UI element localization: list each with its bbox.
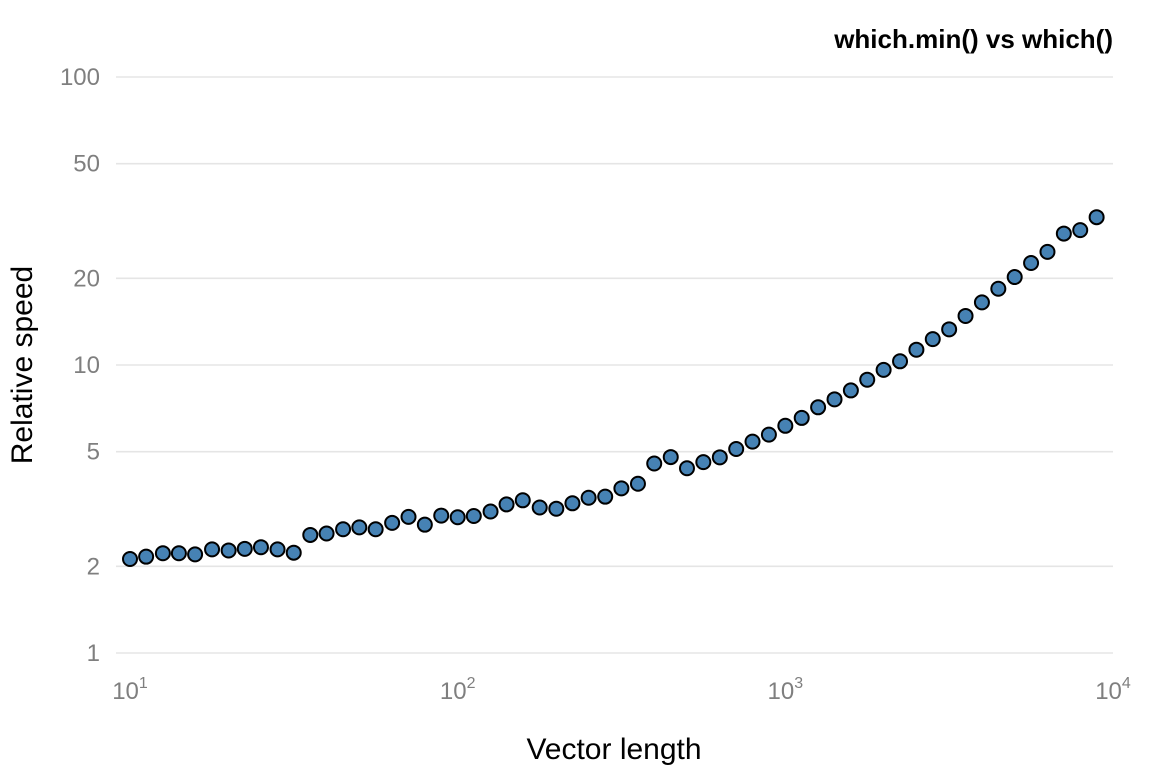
- data-point-17: [400, 508, 417, 525]
- data-point-11: [302, 526, 319, 543]
- y-tick-label-4: 20: [73, 265, 100, 292]
- data-point-13: [335, 521, 352, 538]
- data-point-37: [728, 440, 745, 457]
- data-point-18: [416, 516, 433, 533]
- data-point-25: [531, 499, 548, 516]
- data-point-23: [498, 496, 515, 513]
- data-point-39: [760, 426, 777, 443]
- data-point-0: [122, 551, 138, 568]
- data-point-51: [957, 307, 974, 324]
- data-point-21: [465, 508, 482, 525]
- data-point-24: [514, 492, 531, 509]
- data-points: [122, 209, 1105, 568]
- data-point-19: [433, 507, 450, 524]
- data-point-47: [892, 353, 909, 370]
- data-point-54: [1006, 269, 1023, 286]
- y-tick-label-5: 50: [73, 151, 100, 178]
- data-point-52: [973, 294, 990, 311]
- data-point-3: [170, 545, 187, 562]
- data-point-38: [744, 433, 761, 450]
- data-point-49: [924, 331, 941, 348]
- data-point-4: [187, 546, 204, 563]
- data-point-44: [842, 382, 859, 399]
- data-point-55: [1023, 255, 1040, 272]
- data-point-53: [990, 280, 1007, 297]
- y-axis-title: Relative speed: [6, 266, 39, 464]
- data-point-6: [220, 542, 237, 559]
- x-tick-label-2: 103: [768, 675, 804, 705]
- data-point-7: [236, 540, 253, 557]
- data-point-10: [285, 544, 302, 561]
- y-tick-label-6: 100: [60, 64, 100, 91]
- data-point-22: [482, 503, 499, 520]
- data-point-48: [908, 341, 925, 358]
- data-point-33: [662, 449, 679, 466]
- data-point-30: [613, 480, 630, 497]
- x-axis-title: Vector length: [526, 733, 701, 766]
- grid-lines: [116, 76, 1113, 654]
- y-tick-label-3: 10: [73, 352, 100, 379]
- data-point-9: [269, 541, 286, 558]
- data-point-34: [678, 460, 695, 477]
- data-point-26: [548, 500, 565, 517]
- data-point-59: [1088, 209, 1105, 226]
- chart-title: which.min() vs which(): [833, 24, 1113, 54]
- y-tick-label-1: 2: [87, 553, 100, 580]
- data-point-46: [875, 361, 892, 378]
- data-point-27: [564, 495, 581, 512]
- data-point-1: [138, 548, 155, 565]
- x-axis-ticks: 101 102 103 104: [112, 675, 1131, 705]
- data-point-29: [597, 488, 614, 505]
- data-point-32: [646, 455, 663, 472]
- data-point-31: [629, 475, 646, 492]
- data-point-57: [1055, 225, 1072, 242]
- data-point-58: [1072, 222, 1089, 239]
- data-point-2: [154, 545, 171, 562]
- data-point-5: [204, 541, 221, 558]
- data-point-14: [351, 519, 368, 536]
- data-point-28: [580, 489, 597, 506]
- y-tick-label-2: 5: [87, 439, 100, 466]
- data-point-35: [695, 454, 712, 471]
- data-point-41: [793, 409, 810, 426]
- data-point-40: [777, 417, 794, 434]
- data-point-43: [826, 391, 843, 408]
- data-point-20: [449, 509, 466, 526]
- x-tick-label-0: 101: [112, 675, 148, 705]
- data-point-45: [859, 371, 876, 388]
- data-point-12: [318, 525, 335, 542]
- y-axis-ticks: 1 2 5 10 20 50 100: [60, 64, 100, 667]
- data-point-15: [367, 521, 384, 538]
- data-point-8: [252, 539, 269, 556]
- data-point-50: [941, 321, 958, 338]
- y-tick-label-0: 1: [87, 640, 100, 667]
- x-tick-label-1: 102: [440, 675, 476, 705]
- data-point-42: [810, 399, 827, 416]
- data-point-36: [711, 449, 728, 466]
- data-point-56: [1039, 243, 1056, 260]
- x-tick-label-3: 104: [1095, 675, 1131, 705]
- data-point-16: [384, 514, 401, 531]
